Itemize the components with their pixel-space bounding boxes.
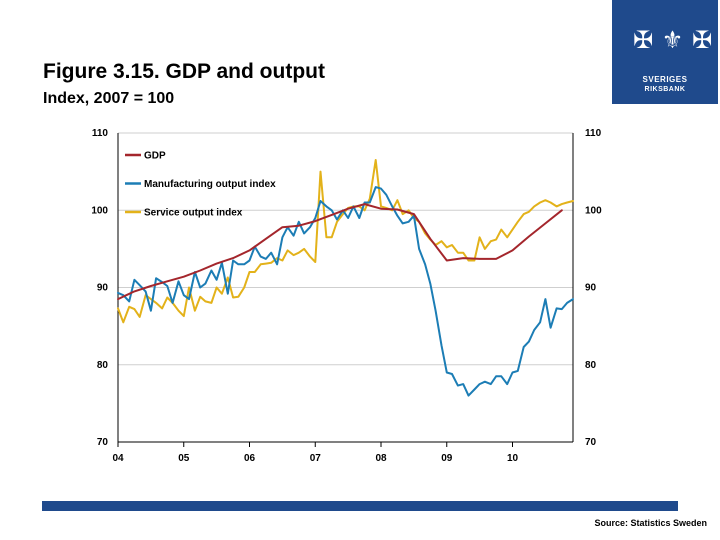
y-tick-label-right-80: 80	[585, 360, 597, 371]
x-tick-label-2007: 07	[310, 453, 322, 464]
source-note: Source: Statistics Sweden	[594, 518, 707, 528]
gdp-line	[117, 203, 563, 301]
y-tick-label-left-70: 70	[97, 437, 109, 448]
series-lines	[117, 159, 574, 397]
y-tick-label-left-100: 100	[91, 205, 108, 216]
y-tick-label-left-90: 90	[97, 283, 109, 294]
logo-text-riksbank: RIKSBANK	[644, 86, 686, 93]
manufacturing-output-index-line	[117, 186, 574, 397]
x-tick-label-2005: 05	[178, 453, 190, 464]
x-tick-label-2004: 04	[112, 453, 124, 464]
legend-label-service-output-index: Service output index	[144, 208, 243, 219]
y-tick-label-right-70: 70	[585, 437, 597, 448]
x-tick-label-2009: 09	[441, 453, 453, 464]
legend-label-gdp: GDP	[144, 151, 166, 162]
chart-subtitle: Index, 2007 = 100	[43, 90, 175, 107]
legend-label-manufacturing-output-index: Manufacturing output index	[144, 179, 276, 190]
x-tick-label-2010: 10	[507, 453, 519, 464]
y-tick-label-left-80: 80	[97, 360, 109, 371]
service-output-index-line	[117, 159, 574, 324]
chart-title: Figure 3.15. GDP and output	[43, 60, 325, 83]
logo-text-sveriges: SVERIGES	[642, 75, 688, 84]
x-tick-label-2008: 08	[375, 453, 387, 464]
y-tick-label-right-110: 110	[585, 128, 602, 139]
crown-emblem-icon: ✠ ⚜ ✠	[633, 27, 714, 54]
riksbank-logo: ✠ ⚜ ✠ SVERIGES RIKSBANK	[612, 0, 718, 104]
y-tick-label-right-90: 90	[585, 283, 597, 294]
axes: 70 70 80 80 90 90 100 100 110 110 04 05 06 07 08 09 10	[91, 128, 602, 464]
x-tick-label-2006: 06	[244, 453, 256, 464]
y-tick-label-left-110: 110	[92, 128, 109, 139]
y-tick-label-right-100: 100	[585, 205, 602, 216]
footer-bar	[42, 501, 678, 511]
legend: GDP Manufacturing output index Service out…	[125, 151, 276, 219]
